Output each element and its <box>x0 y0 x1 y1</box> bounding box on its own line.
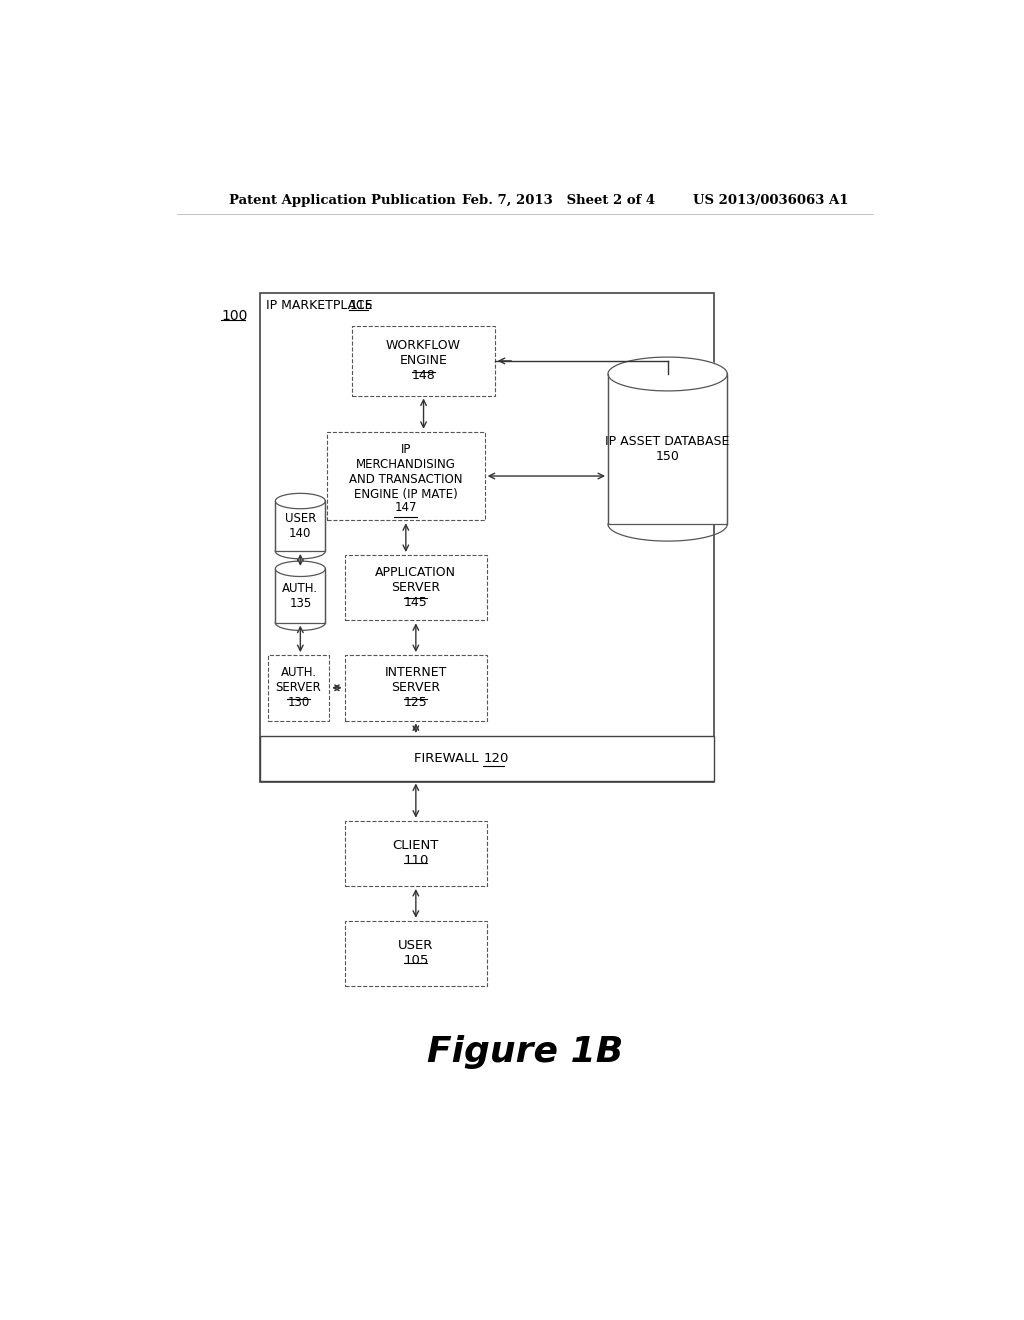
Bar <box>327 432 484 520</box>
Text: AUTH.
SERVER
130: AUTH. SERVER 130 <box>275 667 322 709</box>
Bar <box>275 569 326 623</box>
Text: INTERNET
SERVER
125: INTERNET SERVER 125 <box>385 667 447 709</box>
Text: IP
MERCHANDISING
AND TRANSACTION
ENGINE (IP MATE): IP MERCHANDISING AND TRANSACTION ENGINE … <box>349 444 463 502</box>
Bar <box>345 554 487 620</box>
Bar <box>352 326 495 396</box>
Text: Figure 1B: Figure 1B <box>427 1035 623 1069</box>
Text: WORKFLOW
ENGINE
148: WORKFLOW ENGINE 148 <box>386 339 461 383</box>
Bar <box>267 655 330 721</box>
Text: US 2013/0036063 A1: US 2013/0036063 A1 <box>692 194 848 207</box>
Bar <box>608 374 727 524</box>
Text: USER
140: USER 140 <box>285 512 316 540</box>
Bar <box>345 921 487 986</box>
Text: 147: 147 <box>394 502 417 515</box>
Text: Patent Application Publication: Patent Application Publication <box>229 194 456 207</box>
Polygon shape <box>275 494 326 508</box>
Text: IP MARKETPLACE: IP MARKETPLACE <box>266 300 377 313</box>
Text: CLIENT
110: CLIENT 110 <box>392 840 439 867</box>
Bar <box>260 293 714 781</box>
Bar <box>260 737 714 780</box>
Text: Feb. 7, 2013   Sheet 2 of 4: Feb. 7, 2013 Sheet 2 of 4 <box>462 194 654 207</box>
Text: 115: 115 <box>349 300 373 313</box>
Bar <box>345 821 487 886</box>
Text: 120: 120 <box>483 751 509 764</box>
Text: FIREWALL: FIREWALL <box>415 751 483 764</box>
Polygon shape <box>275 561 326 577</box>
Text: IP ASSET DATABASE
150: IP ASSET DATABASE 150 <box>605 436 730 463</box>
Polygon shape <box>608 358 727 391</box>
Bar <box>275 502 326 552</box>
Text: USER
105: USER 105 <box>398 940 433 968</box>
Text: 100: 100 <box>221 309 248 322</box>
Text: APPLICATION
SERVER
145: APPLICATION SERVER 145 <box>376 566 457 609</box>
Text: AUTH.
135: AUTH. 135 <box>283 582 318 610</box>
Bar <box>345 655 487 721</box>
